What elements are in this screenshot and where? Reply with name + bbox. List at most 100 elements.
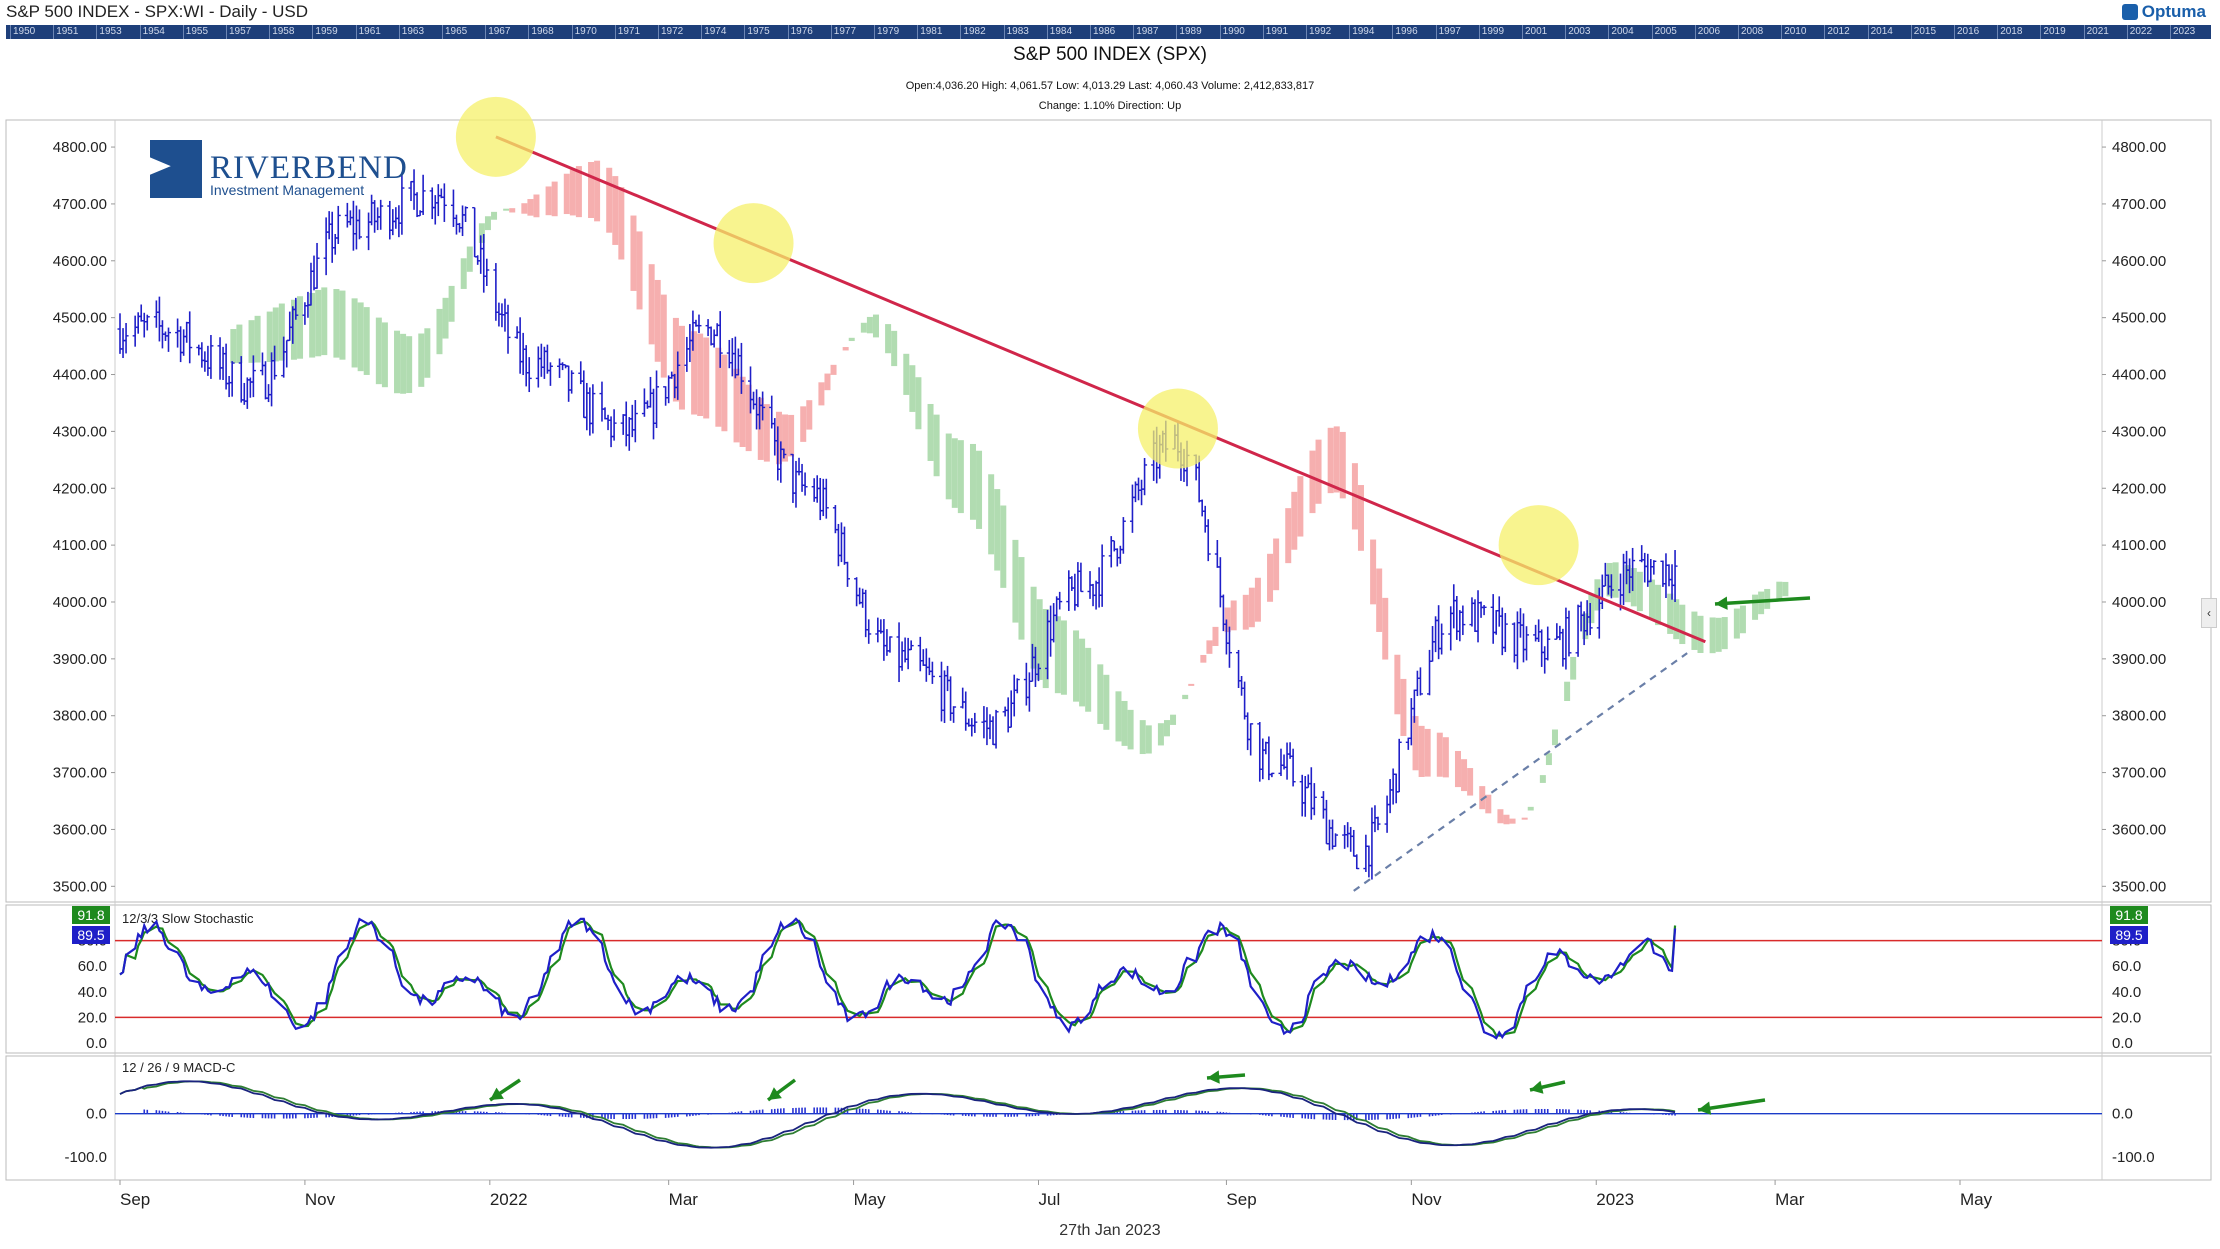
timeline-year[interactable]: 1972: [658, 25, 683, 39]
x-axis-label: Sep: [1226, 1190, 1256, 1209]
cloud-segment: [1157, 723, 1164, 746]
macd-annotation-arrow-head: [768, 1087, 782, 1100]
timeline-year[interactable]: 1954: [139, 25, 165, 39]
timeline-year[interactable]: 2010: [1781, 25, 1806, 39]
timeline-year[interactable]: 1976: [787, 25, 813, 39]
timeline-year[interactable]: 1968: [528, 25, 554, 39]
timeline-year[interactable]: 2014: [1867, 25, 1893, 39]
timeline-year[interactable]: 1953: [96, 25, 122, 39]
price-axis-label-left: 3900.00: [53, 651, 107, 668]
cloud-segment: [1539, 775, 1546, 783]
cloud-segment: [400, 333, 407, 394]
timeline-year[interactable]: 1992: [1306, 25, 1331, 39]
cloud-segment: [697, 333, 704, 416]
cloud-segment: [1315, 439, 1322, 504]
cloud-segment: [333, 289, 340, 358]
timeline-year[interactable]: 2001: [1522, 25, 1547, 39]
timeline-year[interactable]: 1997: [1435, 25, 1461, 39]
timeline-year[interactable]: 1996: [1392, 25, 1418, 39]
cloud-segment: [1454, 750, 1461, 788]
timeline-year[interactable]: 1975: [744, 25, 770, 39]
timeline-year[interactable]: 2005: [1651, 25, 1677, 39]
timeline-year[interactable]: 1958: [269, 25, 294, 39]
cloud-segment: [1667, 593, 1674, 634]
timeline-year[interactable]: 1983: [1003, 25, 1029, 39]
cloud-segment: [1212, 626, 1219, 647]
collapse-panel-button[interactable]: ‹: [2201, 598, 2217, 628]
timeline-year[interactable]: 2016: [1954, 25, 1979, 39]
timeline-year[interactable]: 2021: [2083, 25, 2109, 39]
price-axis-label-left: 3500.00: [53, 878, 107, 895]
timeline-year[interactable]: 1994: [1349, 25, 1374, 39]
macd-axis-label-left: -100.0: [64, 1149, 107, 1166]
timeline-year[interactable]: 1974: [701, 25, 726, 39]
cloud-segment: [484, 216, 491, 231]
annotation-arrow: [1714, 596, 1811, 606]
cloud-segment: [1170, 714, 1177, 725]
cloud-segment: [782, 414, 789, 462]
timeline-year[interactable]: 2019: [2040, 25, 2066, 39]
timeline-year[interactable]: 1957: [226, 25, 251, 39]
cloud-segment: [448, 285, 455, 322]
cloud-segment: [715, 347, 722, 427]
timeline-year[interactable]: 2003: [1565, 25, 1590, 39]
stoch-axis-label-right: 40.0: [2112, 984, 2141, 1001]
timeline-year[interactable]: 1977: [830, 25, 856, 39]
timeline-year[interactable]: 2022: [2126, 25, 2152, 39]
cloud-segment: [290, 299, 297, 360]
timeline-year[interactable]: 2023: [2170, 25, 2195, 39]
timeline-year[interactable]: 2012: [1824, 25, 1850, 39]
cloud-segment: [248, 320, 255, 363]
timeline-year[interactable]: 1982: [960, 25, 986, 39]
cloud-segment: [1588, 594, 1595, 624]
timeline-year[interactable]: 1967: [485, 25, 510, 39]
cloud-segment: [945, 433, 952, 500]
cloud-segment: [1127, 709, 1134, 750]
cloud-segment: [545, 186, 552, 216]
timeline-year[interactable]: 2006: [1694, 25, 1720, 39]
cloud-segment: [1630, 568, 1637, 607]
timeline-year[interactable]: 1999: [1478, 25, 1504, 39]
timeline-year[interactable]: 2018: [1997, 25, 2022, 39]
timeline-year[interactable]: 1961: [355, 25, 381, 39]
cloud-segment: [1079, 638, 1086, 707]
price-axis-label-left: 4200.00: [53, 480, 107, 497]
timeline-year[interactable]: 1950: [10, 25, 35, 39]
timeline-year[interactable]: 1979: [874, 25, 899, 39]
cloud-segment: [1230, 600, 1237, 631]
timeline-year[interactable]: 1963: [398, 25, 424, 39]
cloud-segment: [1479, 786, 1486, 810]
timeline-year[interactable]: 1981: [917, 25, 942, 39]
price-axis-label-left: 4600.00: [53, 253, 107, 270]
x-axis-label: May: [854, 1190, 887, 1209]
cloud-segment: [1163, 720, 1170, 737]
timeline-year[interactable]: 1986: [1090, 25, 1115, 39]
timeline-navigator[interactable]: 1950 1951 1953 1954 1955 1957 1958 1959 1961 1963…: [6, 25, 2211, 39]
stoch-value-badge-right: [2110, 926, 2148, 944]
timeline-year[interactable]: 1955: [182, 25, 208, 39]
cloud-segment: [594, 160, 601, 222]
cloud-segment: [885, 324, 892, 354]
timeline-year[interactable]: 1989: [1176, 25, 1202, 39]
timeline-year[interactable]: 1987: [1133, 25, 1158, 39]
timeline-year[interactable]: 2015: [1910, 25, 1936, 39]
cloud-segment: [1357, 485, 1364, 551]
timeline-year[interactable]: 1991: [1262, 25, 1288, 39]
timeline-year[interactable]: 1984: [1046, 25, 1072, 39]
cloud-segment: [1551, 729, 1558, 746]
timeline-year[interactable]: 2008: [1738, 25, 1763, 39]
timeline-year[interactable]: 1990: [1219, 25, 1245, 39]
cloud-segment: [315, 289, 322, 357]
timeline-year[interactable]: 1971: [614, 25, 640, 39]
timeline-year[interactable]: 1951: [53, 25, 78, 39]
cloud-segment: [1739, 605, 1746, 634]
price-axis-label-right: 3700.00: [2112, 765, 2166, 782]
timeline-year[interactable]: 1965: [442, 25, 467, 39]
cloud-segment: [915, 377, 922, 430]
cloud-segment: [1691, 611, 1698, 650]
timeline-year[interactable]: 1959: [312, 25, 338, 39]
timeline-year[interactable]: 2004: [1608, 25, 1634, 39]
x-axis-label: May: [1960, 1190, 1993, 1209]
timeline-year[interactable]: 1970: [571, 25, 597, 39]
